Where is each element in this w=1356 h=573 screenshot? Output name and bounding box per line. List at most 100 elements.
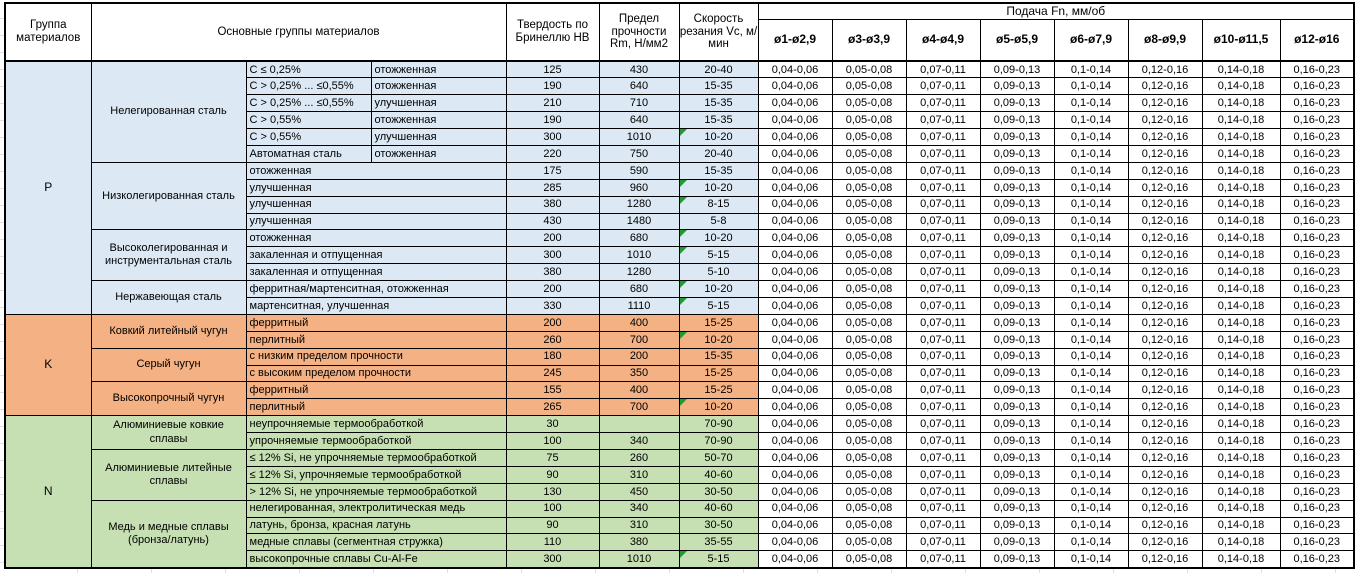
feed-value-cell-1: 0,04-0,06 [757,516,833,535]
feed-value-cell-4: 0,09-0,13 [979,60,1055,79]
feed-value-cell-3: 0,07-0,11 [905,77,981,96]
table-row: мартенситная, улучшенная 330 1110 5-15 0,04-… [5,296,1355,315]
feed-value-cell-2: 0,05-0,08 [831,448,907,467]
cutting-speed-vc-cell: 10-20 [678,398,759,417]
strength-rm-cell: 340 [598,432,680,450]
cutting-speed-vc-cell: 10-20 [678,330,759,349]
feed-value-cell-6: 0,12-0,16 [1127,144,1203,163]
material-description-cell: ферритный [245,381,507,400]
feed-value-cell-8: 0,16-0,23 [1279,296,1355,315]
feed-value-cell-8: 0,16-0,23 [1279,280,1355,298]
table-row: N Алюминиевые ковкие сплавы неупрочняемые … [4,415,1355,569]
feed-value-cell-6: 0,12-0,16 [1127,111,1203,130]
feed-value-cell-3: 0,07-0,11 [905,94,981,113]
table-row: медные сплавы (сегментная стружка) 110 380… [5,533,1355,552]
feed-value-cell-1: 0,04-0,06 [757,263,833,282]
feed-value-cell-3: 0,07-0,11 [905,229,981,248]
table-row: Высоколегированная и инструментальная ст… [5,229,1355,282]
material-description-cell: перлитный [245,398,507,417]
feed-value-cell-1: 0,04-0,06 [757,550,833,569]
feed-value-cell-1: 0,04-0,06 [757,347,833,366]
material-state-cell: улучшенная [370,128,507,146]
cutting-speed-vc-cell: 15-35 [678,161,759,180]
feed-value-cell-3: 0,07-0,11 [905,296,981,315]
material-description-cell: нелегированная, электролитическая медь [245,499,507,518]
feed-value-cell-3: 0,07-0,11 [905,465,981,484]
feed-value-cell-5: 0,1-0,14 [1053,313,1129,332]
feed-value-cell-2: 0,05-0,08 [831,144,907,163]
feed-value-cell-7: 0,14-0,18 [1201,144,1281,163]
comment-triangle-icon [680,332,687,339]
feed-value-cell-8: 0,16-0,23 [1279,161,1355,180]
feed-value-cell-5: 0,1-0,14 [1053,415,1129,434]
feed-value-cell-4: 0,09-0,13 [979,94,1055,113]
feed-value-cell-5: 0,1-0,14 [1053,111,1129,130]
material-state-cell: отожженная [370,144,507,163]
feed-value-cell-3: 0,07-0,11 [905,263,981,282]
feed-value-cell-4: 0,09-0,13 [979,296,1055,315]
material-group-code-k: K [4,313,92,417]
cutting-speed-vc-cell: 5-10 [678,263,759,282]
strength-rm-cell: 200 [598,347,680,366]
material-description-cell: ≤ 12% Si, упрочняемые термообработкой [245,465,507,484]
header-feed-range-1: ø1-ø2,9 [757,19,833,62]
table-row: C > 0,25% ... ≤0,55% улучшенная 210 710 15-3… [5,94,1355,113]
feed-value-cell-7: 0,14-0,18 [1201,111,1281,130]
feed-value-cell-2: 0,05-0,08 [831,347,907,366]
feed-value-cell-2: 0,05-0,08 [831,550,907,569]
feed-value-cell-8: 0,16-0,23 [1279,263,1355,282]
hardness-hb-cell: 30 [505,415,600,434]
feed-value-cell-8: 0,16-0,23 [1279,111,1355,130]
feed-value-cell-6: 0,12-0,16 [1127,381,1203,400]
feed-value-cell-3: 0,07-0,11 [905,533,981,552]
feed-value-cell-6: 0,12-0,16 [1127,465,1203,484]
feed-value-cell-2: 0,05-0,08 [831,178,907,197]
comment-triangle-icon [680,247,687,255]
strength-rm-cell: 700 [598,330,680,349]
comment-triangle-icon [680,197,687,204]
feed-value-cell-1: 0,04-0,06 [757,161,833,180]
feed-value-cell-6: 0,12-0,16 [1127,533,1203,552]
table-row: латунь, бронза, красная латунь 90 310 30-50… [5,516,1355,535]
feed-value-cell-8: 0,16-0,23 [1279,465,1355,484]
table-row: высокопрочные сплавы Cu-Al-Fe 300 1010 5-15… [5,550,1355,569]
feed-value-cell-4: 0,09-0,13 [979,482,1055,501]
feed-value-cell-7: 0,14-0,18 [1201,94,1281,113]
feed-value-cell-1: 0,04-0,06 [757,94,833,113]
header-feed-range-8: ø12-ø16 [1279,19,1355,62]
feed-value-cell-7: 0,14-0,18 [1201,499,1281,518]
strength-rm-cell: 680 [598,280,680,298]
material-description-cell: улучшенная [245,212,507,231]
cutting-speed-vc-cell: 40-60 [678,465,759,484]
feed-value-cell-8: 0,16-0,23 [1279,246,1355,265]
strength-rm-cell [598,415,680,434]
feed-value-cell-7: 0,14-0,18 [1201,296,1281,315]
cutting-speed-vc-cell: 15-35 [678,347,759,366]
cutting-speed-vc-cell: 15-35 [678,94,759,113]
feed-value-cell-8: 0,16-0,23 [1279,516,1355,535]
strength-rm-cell: 640 [598,111,680,130]
feed-value-cell-4: 0,09-0,13 [979,499,1055,518]
feed-value-cell-1: 0,04-0,06 [757,178,833,197]
feed-value-cell-7: 0,14-0,18 [1201,398,1281,417]
feed-value-cell-5: 0,1-0,14 [1053,229,1129,248]
feed-value-cell-8: 0,16-0,23 [1279,415,1355,434]
feed-value-cell-1: 0,04-0,06 [757,128,833,146]
feed-value-cell-7: 0,14-0,18 [1201,465,1281,484]
cutting-speed-vc-cell: 8-15 [678,195,759,214]
cutting-speed-vc-cell: 70-90 [678,415,759,434]
feed-value-cell-3: 0,07-0,11 [905,499,981,518]
hardness-hb-cell: 200 [505,229,600,248]
feed-value-cell-6: 0,12-0,16 [1127,398,1203,417]
feed-value-cell-3: 0,07-0,11 [905,178,981,197]
feed-value-cell-8: 0,16-0,23 [1279,499,1355,518]
feed-value-cell-5: 0,1-0,14 [1053,195,1129,214]
cutting-speed-vc-cell: 20-40 [678,60,759,79]
cutting-speed-vc-cell: 15-35 [678,111,759,130]
strength-rm-cell: 340 [598,499,680,518]
feed-value-cell-3: 0,07-0,11 [905,161,981,180]
feed-value-cell-1: 0,04-0,06 [757,533,833,552]
table-row: Алюминиевые литейные сплавы ≤ 12% Si, не … [5,448,1355,501]
table-row: Нержавеющая сталь ферритная/мартенситная,… [5,280,1355,315]
feed-value-cell-4: 0,09-0,13 [979,364,1055,383]
